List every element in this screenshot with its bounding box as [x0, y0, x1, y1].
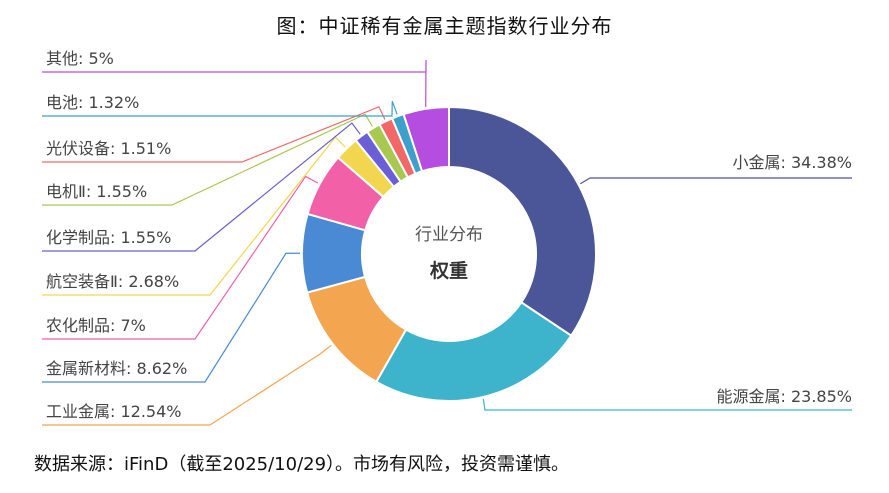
slice-label-8: 光伏设备: 1.51% [46, 139, 171, 158]
slice-10 [402, 105, 450, 173]
slice-label-4: 农化制品: 7% [46, 316, 146, 335]
leader-line-4 [42, 175, 319, 340]
leader-line-3 [42, 252, 301, 383]
slice-label-1: 能源金属: 23.85% [717, 387, 853, 406]
slice-label-7: 电机Ⅱ: 1.55% [46, 182, 147, 201]
slice-label-5: 航空装备Ⅱ: 2.68% [46, 272, 179, 291]
slice-label-10: 其他: 5% [46, 49, 114, 68]
leader-lines-group [42, 59, 852, 426]
center-label-top: 行业分布 [415, 225, 483, 245]
slice-label-2: 工业金属: 12.54% [46, 402, 182, 421]
slice-0 [448, 105, 597, 338]
leader-line-6 [42, 122, 361, 252]
leader-line-0 [580, 177, 852, 185]
chart-title: 图：中证稀有金属主题指数行业分布 [276, 14, 613, 38]
leader-line-8 [42, 106, 386, 163]
slice-1 [374, 300, 573, 402]
slice-label-3: 金属新材料: 8.62% [46, 359, 187, 378]
center-label-bottom: 权重 [429, 259, 468, 282]
leader-line-9 [42, 100, 398, 117]
slice-label-6: 化学制品: 1.55% [46, 228, 171, 247]
slice-label-0: 小金属: 34.38% [733, 153, 853, 172]
source-note: 数据来源：iFinD（截至2025/10/29）。市场有风险，投资需谨慎。 [34, 454, 570, 475]
leader-line-2 [42, 344, 332, 426]
slices-group [301, 105, 597, 402]
leader-line-1 [482, 398, 852, 411]
slice-labels-group: 小金属: 34.38% 能源金属: 23.85% 工业金属: 12.54% 金属新材料… [46, 49, 852, 421]
leader-line-5 [42, 136, 346, 296]
slice-label-9: 电池: 1.32% [46, 93, 139, 112]
leader-line-7 [42, 113, 373, 206]
leader-line-10 [42, 59, 427, 107]
